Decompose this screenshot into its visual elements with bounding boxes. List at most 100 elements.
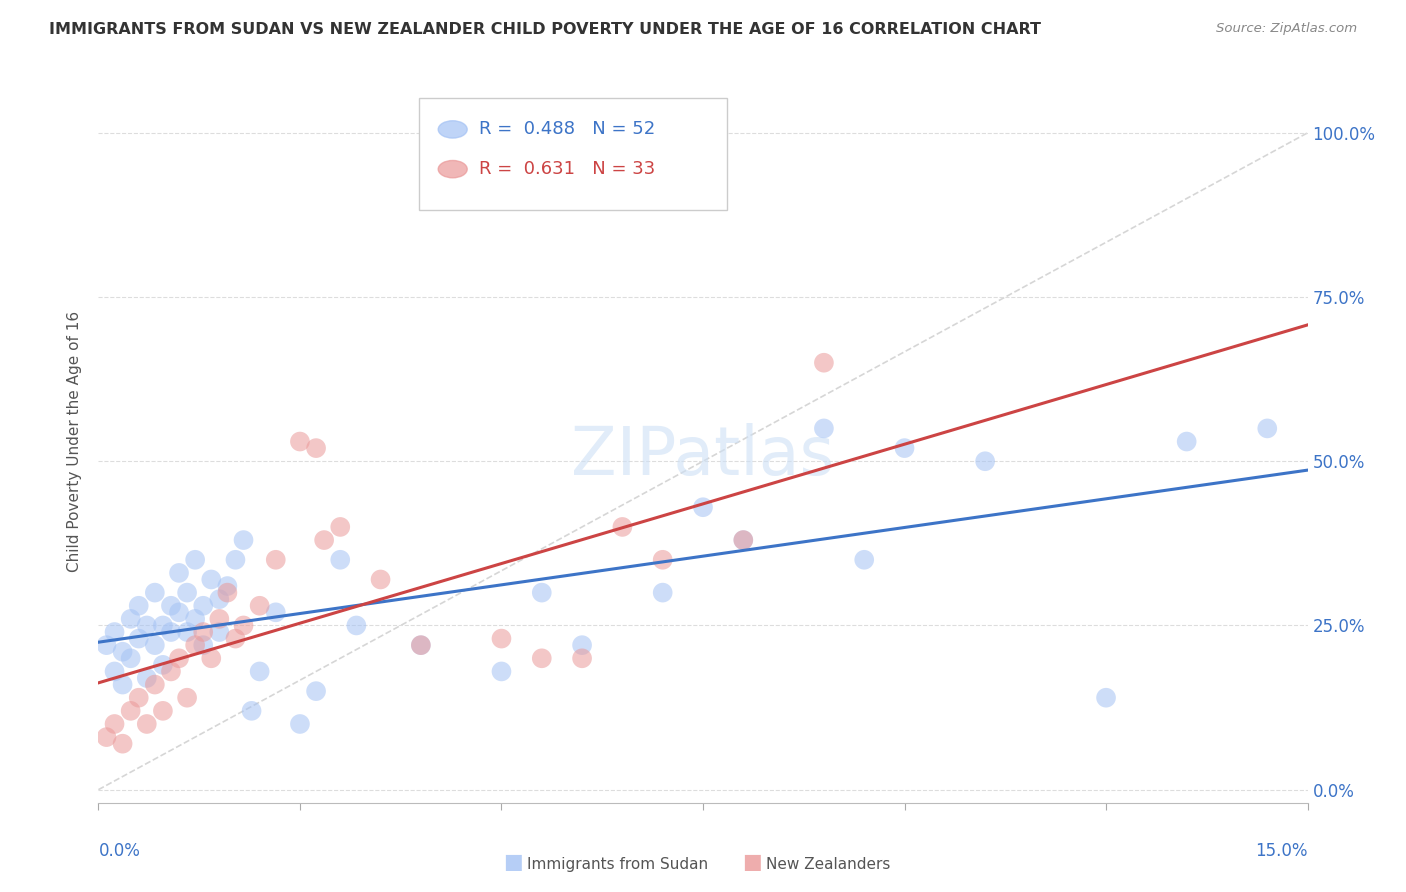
- Point: [232, 533, 254, 547]
- Point: [893, 441, 915, 455]
- Point: [370, 573, 392, 587]
- Point: [217, 579, 239, 593]
- Point: [120, 612, 142, 626]
- Point: [184, 553, 207, 567]
- Point: [1175, 434, 1198, 449]
- Point: [167, 605, 190, 619]
- Text: R =  0.631   N = 33: R = 0.631 N = 33: [479, 161, 655, 178]
- Point: [329, 553, 352, 567]
- Point: [571, 651, 593, 665]
- Circle shape: [439, 120, 467, 138]
- Point: [111, 677, 134, 691]
- Point: [612, 520, 634, 534]
- Point: [240, 704, 263, 718]
- Point: [288, 717, 311, 731]
- Point: [249, 665, 271, 679]
- Point: [305, 441, 328, 455]
- Point: [152, 657, 174, 672]
- Point: [120, 651, 142, 665]
- Point: [135, 618, 157, 632]
- Point: [193, 599, 215, 613]
- Point: [530, 585, 553, 599]
- Point: [813, 421, 835, 435]
- Point: [176, 625, 198, 640]
- Point: [103, 625, 125, 640]
- Point: [120, 704, 142, 718]
- Point: [152, 618, 174, 632]
- Point: [111, 645, 134, 659]
- Point: [314, 533, 336, 547]
- Y-axis label: Child Poverty Under the Age of 16: Child Poverty Under the Age of 16: [67, 311, 83, 572]
- Point: [143, 585, 166, 599]
- Text: R =  0.488   N = 52: R = 0.488 N = 52: [479, 120, 655, 138]
- Point: [208, 592, 231, 607]
- Point: [128, 599, 150, 613]
- Point: [208, 612, 231, 626]
- Point: [329, 520, 352, 534]
- Text: IMMIGRANTS FROM SUDAN VS NEW ZEALANDER CHILD POVERTY UNDER THE AGE OF 16 CORRELA: IMMIGRANTS FROM SUDAN VS NEW ZEALANDER C…: [49, 22, 1042, 37]
- Point: [96, 730, 118, 744]
- Point: [224, 553, 246, 567]
- Point: [135, 717, 157, 731]
- Point: [491, 632, 513, 646]
- Point: [530, 651, 553, 665]
- Point: [128, 632, 150, 646]
- Point: [143, 638, 166, 652]
- Point: [224, 632, 246, 646]
- Point: [135, 671, 157, 685]
- Text: ■: ■: [503, 853, 523, 872]
- Text: 15.0%: 15.0%: [1256, 842, 1308, 860]
- Point: [853, 553, 876, 567]
- Text: ■: ■: [742, 853, 762, 872]
- Point: [176, 690, 198, 705]
- Point: [264, 553, 287, 567]
- Point: [305, 684, 328, 698]
- Point: [111, 737, 134, 751]
- Point: [232, 618, 254, 632]
- Point: [193, 638, 215, 652]
- Point: [813, 356, 835, 370]
- Text: New Zealanders: New Zealanders: [766, 857, 890, 872]
- Point: [733, 533, 755, 547]
- Point: [344, 618, 367, 632]
- Point: [103, 665, 125, 679]
- Point: [974, 454, 997, 468]
- Circle shape: [439, 161, 467, 178]
- Text: Immigrants from Sudan: Immigrants from Sudan: [527, 857, 709, 872]
- Point: [167, 651, 190, 665]
- Point: [184, 612, 207, 626]
- Point: [288, 434, 311, 449]
- Point: [571, 638, 593, 652]
- Point: [651, 553, 673, 567]
- Point: [409, 638, 432, 652]
- Point: [193, 625, 215, 640]
- Point: [152, 704, 174, 718]
- Point: [160, 625, 183, 640]
- Point: [1095, 690, 1118, 705]
- Point: [651, 585, 673, 599]
- Point: [249, 599, 271, 613]
- Point: [143, 677, 166, 691]
- Point: [217, 585, 239, 599]
- Point: [167, 566, 190, 580]
- FancyBboxPatch shape: [419, 98, 727, 211]
- Point: [692, 500, 714, 515]
- Point: [491, 665, 513, 679]
- Point: [264, 605, 287, 619]
- Point: [200, 651, 222, 665]
- Point: [96, 638, 118, 652]
- Text: 0.0%: 0.0%: [98, 842, 141, 860]
- Point: [409, 638, 432, 652]
- Point: [103, 717, 125, 731]
- Point: [200, 573, 222, 587]
- Point: [128, 690, 150, 705]
- Point: [160, 599, 183, 613]
- Point: [208, 625, 231, 640]
- Text: ZIPatlas: ZIPatlas: [571, 423, 835, 489]
- Point: [176, 585, 198, 599]
- Point: [160, 665, 183, 679]
- Point: [733, 533, 755, 547]
- Text: Source: ZipAtlas.com: Source: ZipAtlas.com: [1216, 22, 1357, 36]
- Point: [1256, 421, 1278, 435]
- Point: [184, 638, 207, 652]
